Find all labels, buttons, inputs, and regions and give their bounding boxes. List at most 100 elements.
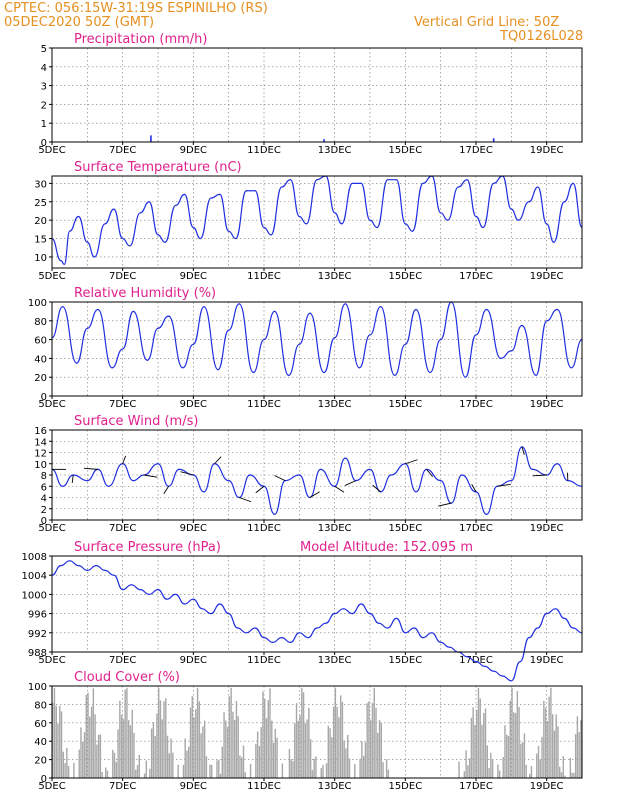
data-point	[351, 182, 353, 184]
x-tick-label: 11DEC	[247, 145, 281, 156]
data-point	[298, 474, 300, 476]
data-point	[69, 230, 71, 232]
data-point	[86, 569, 88, 572]
cloud-bar	[474, 724, 476, 778]
cloud-bar	[550, 687, 552, 778]
data-point	[305, 223, 307, 225]
wind-arrow	[532, 474, 547, 477]
data-point	[475, 334, 477, 336]
cloud-bar	[221, 746, 224, 778]
data-point	[254, 190, 256, 192]
cloud-bar	[96, 744, 98, 778]
cloud-bar	[306, 719, 308, 778]
cloud-bar	[327, 725, 330, 778]
data-point	[493, 182, 495, 184]
y-tick-label: 60	[34, 719, 47, 730]
x-tick-label: 19DEC	[530, 523, 564, 534]
precip-bar	[323, 139, 325, 142]
x-tick-label: 13DEC	[318, 781, 352, 792]
y-tick-label: 0	[41, 138, 47, 149]
cloud-bar	[385, 759, 388, 778]
x-tick-label: 17DEC	[459, 145, 493, 156]
data-point	[334, 337, 336, 339]
cloud-bar	[149, 768, 151, 778]
cloud-bar	[338, 717, 340, 778]
cloud-bar	[145, 760, 148, 778]
cloud-bar	[345, 748, 347, 778]
precip-bar	[150, 135, 152, 142]
cloud-bar	[332, 706, 335, 778]
data-point	[111, 367, 113, 369]
cloud-bar	[571, 772, 573, 778]
panel-frame	[51, 47, 583, 143]
cloud-bar	[90, 706, 93, 778]
cloud-bar	[184, 738, 186, 778]
y-tick-label: 40	[34, 354, 47, 365]
data-point	[192, 226, 194, 229]
data-point	[228, 329, 230, 331]
cloud-bar	[152, 722, 155, 778]
cloud-bar	[347, 734, 349, 778]
cloud-bar	[523, 733, 526, 778]
data-point	[422, 637, 424, 639]
data-point	[238, 303, 240, 305]
wind-arrow	[122, 455, 126, 464]
cloud-bar	[170, 738, 172, 778]
cloud-bar	[530, 766, 533, 778]
data-point	[413, 627, 415, 629]
header-model-code: TQ0126L028	[499, 29, 583, 44]
cloud-bar	[378, 720, 381, 778]
series-line	[51, 175, 583, 265]
data-point	[387, 627, 389, 629]
panel-subtitle: Model Altitude: 152.095 m	[300, 540, 473, 555]
cloud-bar	[559, 766, 561, 778]
data-point	[415, 491, 417, 493]
data-point	[157, 327, 159, 329]
x-tick-label: 17DEC	[459, 523, 493, 534]
cloud-bar	[371, 703, 374, 778]
data-point	[129, 245, 131, 247]
data-point	[528, 201, 530, 203]
data-point	[183, 603, 186, 605]
data-point	[86, 480, 88, 482]
data-point	[563, 617, 565, 620]
cloud-bar	[198, 701, 201, 778]
cloud-bar	[294, 723, 296, 778]
data-point	[486, 308, 488, 311]
y-tick-label: 16	[34, 426, 47, 437]
x-tick-label: 11DEC	[247, 655, 281, 666]
y-tick-label: 80	[34, 700, 47, 711]
wind-arrow	[344, 480, 357, 486]
cloud-bar	[557, 726, 559, 778]
cloud-bar	[203, 720, 206, 778]
cloud-bar	[276, 737, 278, 778]
panel-frame	[51, 685, 583, 779]
y-tick-label: 1	[41, 119, 47, 130]
cloud-bar	[463, 771, 466, 778]
data-point	[122, 348, 124, 350]
x-tick-label: 11DEC	[247, 523, 281, 534]
cloud-bar	[52, 702, 54, 778]
cloud-bar	[242, 745, 245, 778]
x-tick-label: 15DEC	[388, 145, 422, 156]
cloud-bar	[497, 764, 499, 778]
panel-title: Surface Wind (m/s)	[74, 414, 198, 429]
cloud-bar	[82, 741, 84, 778]
data-point	[546, 223, 548, 225]
y-tick-label: 4	[41, 494, 47, 505]
data-point	[245, 190, 247, 192]
data-point	[404, 343, 406, 345]
panel-6: 0 20 40 60 80 100 5DEC 7DEC 9DEC 11DEC 13DEC 15DEC 1…	[28, 670, 583, 792]
cloud-bar	[329, 728, 331, 778]
y-tick-label: 100	[28, 682, 47, 693]
cloud-bar	[265, 718, 268, 778]
data-point	[510, 480, 512, 482]
x-tick-label: 13DEC	[318, 271, 352, 282]
cloud-bar	[136, 765, 139, 778]
data-point	[464, 376, 466, 378]
data-point	[60, 565, 62, 567]
cloud-bar	[163, 701, 165, 778]
wind-arrow	[84, 467, 98, 470]
cloud-bar	[138, 754, 140, 778]
data-point	[466, 656, 468, 658]
